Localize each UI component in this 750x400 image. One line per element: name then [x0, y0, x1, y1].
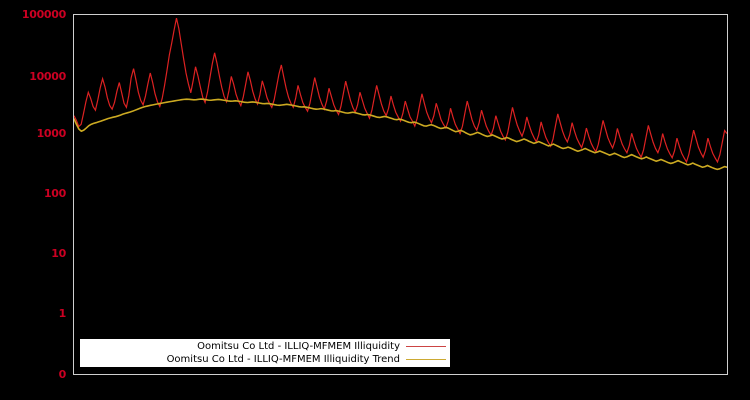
- series-illiquidity-trend-line: [74, 98, 727, 171]
- legend-item-illiquidity-trend: Oomitsu Co Ltd - ILLIQ-MFMEM Illiquidity…: [80, 353, 446, 366]
- y-axis-tick-100: 100: [43, 187, 66, 200]
- legend-swatch-illiquidity-trend: [406, 359, 446, 360]
- series-group: [74, 18, 727, 171]
- legend-item-illiquidity: Oomitsu Co Ltd - ILLIQ-MFMEM Illiquidity: [80, 340, 446, 353]
- legend-label-illiquidity: Oomitsu Co Ltd - ILLIQ-MFMEM Illiquidity: [197, 341, 400, 352]
- y-axis-tick-0: 0: [58, 368, 67, 381]
- legend-label-illiquidity-trend: Oomitsu Co Ltd - ILLIQ-MFMEM Illiquidity…: [166, 354, 400, 365]
- y-axis-tick-1: 1: [58, 307, 67, 320]
- y-axis-tick-10000: 10000: [29, 70, 66, 83]
- plot-area: [73, 14, 728, 375]
- y-axis-tick-10: 10: [51, 247, 66, 260]
- chart-legend: Oomitsu Co Ltd - ILLIQ-MFMEM Illiquidity…: [80, 339, 450, 367]
- plot-svg: [74, 18, 727, 171]
- series-illiquidity-line: [74, 18, 727, 164]
- legend-swatch-illiquidity: [406, 346, 446, 347]
- y-axis-tick-100000: 100000: [21, 8, 66, 21]
- y-axis-tick-1000: 1000: [36, 127, 67, 140]
